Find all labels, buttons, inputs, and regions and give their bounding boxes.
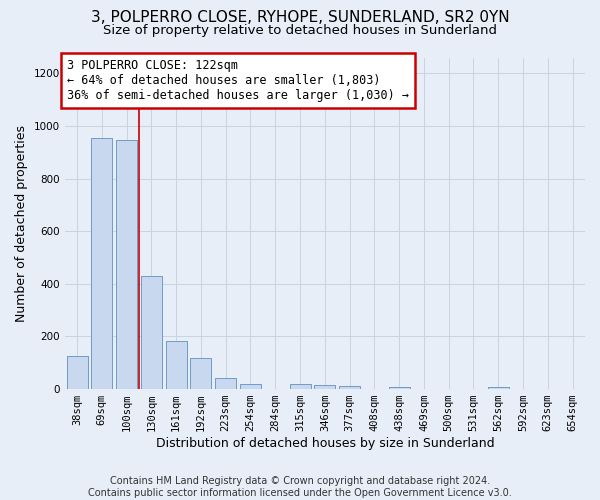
Text: Size of property relative to detached houses in Sunderland: Size of property relative to detached ho… [103,24,497,37]
Text: 3 POLPERRO CLOSE: 122sqm
← 64% of detached houses are smaller (1,803)
36% of sem: 3 POLPERRO CLOSE: 122sqm ← 64% of detach… [67,59,409,102]
Bar [240,384,261,389]
Bar [215,378,236,389]
Bar [488,387,509,389]
Bar [314,385,335,389]
Bar [290,384,311,389]
Text: 3, POLPERRO CLOSE, RYHOPE, SUNDERLAND, SR2 0YN: 3, POLPERRO CLOSE, RYHOPE, SUNDERLAND, S… [91,10,509,25]
Bar [166,341,187,389]
Text: Contains HM Land Registry data © Crown copyright and database right 2024.
Contai: Contains HM Land Registry data © Crown c… [88,476,512,498]
Bar [141,276,162,389]
Y-axis label: Number of detached properties: Number of detached properties [15,125,28,322]
X-axis label: Distribution of detached houses by size in Sunderland: Distribution of detached houses by size … [155,437,494,450]
Bar [190,358,211,389]
Bar [67,356,88,389]
Bar [91,138,112,389]
Bar [389,387,410,389]
Bar [116,140,137,389]
Bar [339,386,360,389]
